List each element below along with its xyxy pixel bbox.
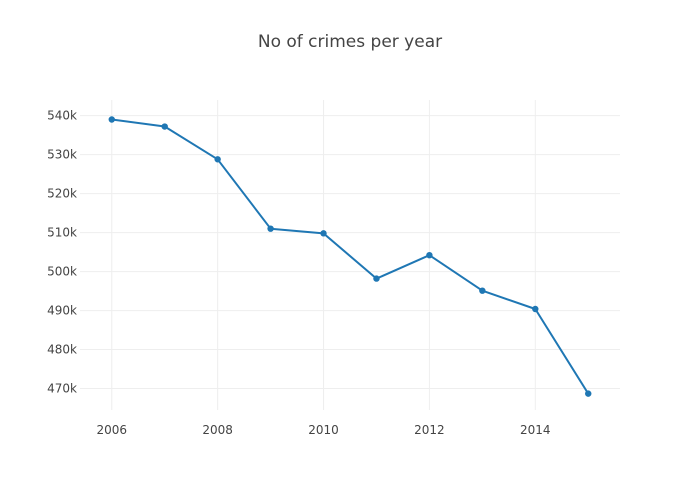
x-tick-label: 2006 [96, 423, 127, 437]
x-tick-label: 2014 [520, 423, 551, 437]
y-tick-label: 510k [47, 226, 77, 240]
data-point [214, 156, 221, 163]
data-point [161, 123, 168, 130]
data-point [108, 116, 115, 123]
y-tick-label: 530k [47, 148, 77, 162]
axis-ticks: 2006 2008 2010 2012 2014 470k 480k 490k 500k 510k… [47, 109, 550, 437]
data-point [267, 225, 274, 232]
y-tick-label: 540k [47, 109, 77, 123]
x-tick-label: 2010 [308, 423, 339, 437]
y-tick-label: 480k [47, 343, 77, 357]
data-point [479, 287, 486, 294]
grid-lines [80, 100, 620, 410]
data-point [426, 251, 433, 259]
data-point [585, 390, 592, 397]
y-tick-label: 470k [47, 382, 77, 396]
chart-title: No of crimes per year [257, 32, 443, 52]
series-line [111, 118, 590, 395]
data-point [532, 305, 539, 313]
y-tick-label: 500k [47, 265, 77, 279]
data-point [373, 275, 380, 282]
x-tick-label: 2008 [202, 423, 233, 437]
y-tick-label: 520k [47, 187, 77, 201]
y-tick-label: 490k [47, 304, 77, 318]
series-layer [108, 116, 592, 397]
x-tick-label: 2012 [414, 423, 445, 437]
data-point [320, 230, 327, 237]
